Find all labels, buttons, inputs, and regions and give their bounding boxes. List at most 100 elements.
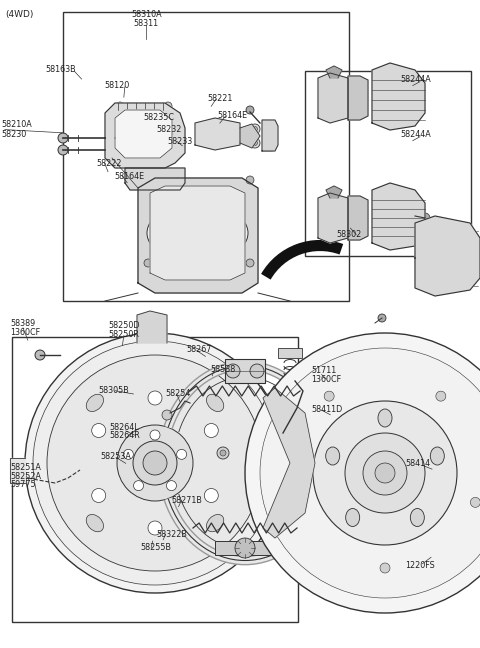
Ellipse shape bbox=[433, 242, 455, 270]
Bar bbox=[278, 348, 302, 358]
Bar bbox=[425, 232, 463, 280]
Text: 58414: 58414 bbox=[406, 459, 431, 468]
Polygon shape bbox=[137, 311, 167, 343]
Circle shape bbox=[162, 410, 172, 420]
Circle shape bbox=[274, 477, 286, 489]
Circle shape bbox=[35, 350, 45, 360]
Text: 58251A: 58251A bbox=[11, 463, 41, 472]
Text: 58538: 58538 bbox=[210, 365, 236, 374]
Bar bbox=[63, 12, 349, 301]
Text: 58305B: 58305B bbox=[98, 386, 129, 395]
Circle shape bbox=[33, 341, 277, 585]
Polygon shape bbox=[150, 186, 245, 280]
Text: 58230: 58230 bbox=[1, 130, 26, 139]
Text: 58264R: 58264R bbox=[109, 431, 140, 440]
Text: 58389: 58389 bbox=[11, 319, 36, 329]
Text: 58244A: 58244A bbox=[401, 75, 432, 84]
Text: 58253A: 58253A bbox=[101, 452, 132, 461]
Circle shape bbox=[260, 348, 480, 598]
Ellipse shape bbox=[86, 515, 104, 532]
Polygon shape bbox=[326, 186, 342, 198]
Text: 58264L: 58264L bbox=[109, 423, 139, 432]
Circle shape bbox=[147, 215, 183, 251]
Text: 58250R: 58250R bbox=[108, 330, 139, 339]
Text: 1360CF: 1360CF bbox=[11, 328, 41, 337]
Ellipse shape bbox=[326, 202, 338, 209]
Circle shape bbox=[148, 521, 162, 535]
Text: 58120: 58120 bbox=[105, 81, 130, 90]
Polygon shape bbox=[348, 76, 368, 120]
Polygon shape bbox=[262, 120, 278, 151]
Ellipse shape bbox=[206, 394, 224, 411]
Circle shape bbox=[380, 563, 390, 573]
Text: 58210A: 58210A bbox=[1, 120, 32, 129]
Polygon shape bbox=[115, 110, 172, 158]
Ellipse shape bbox=[326, 86, 338, 93]
Ellipse shape bbox=[326, 227, 338, 233]
Circle shape bbox=[436, 391, 446, 401]
Text: 58163B: 58163B bbox=[46, 65, 76, 74]
Circle shape bbox=[246, 176, 254, 184]
Circle shape bbox=[164, 102, 172, 110]
Circle shape bbox=[470, 498, 480, 507]
Polygon shape bbox=[372, 63, 425, 130]
Bar bbox=[305, 71, 471, 256]
Polygon shape bbox=[195, 118, 240, 150]
Circle shape bbox=[167, 481, 177, 491]
Text: 58267: 58267 bbox=[186, 345, 212, 354]
Polygon shape bbox=[318, 193, 348, 243]
Circle shape bbox=[211, 128, 225, 142]
Text: 59775: 59775 bbox=[11, 480, 36, 489]
Polygon shape bbox=[318, 73, 348, 123]
Ellipse shape bbox=[410, 509, 424, 526]
Circle shape bbox=[144, 176, 152, 184]
Polygon shape bbox=[240, 124, 260, 148]
Circle shape bbox=[143, 451, 167, 475]
Ellipse shape bbox=[430, 447, 444, 465]
Text: 58310A: 58310A bbox=[131, 10, 162, 19]
Circle shape bbox=[150, 430, 160, 440]
Circle shape bbox=[148, 391, 162, 405]
Text: 58311: 58311 bbox=[134, 19, 159, 29]
Polygon shape bbox=[348, 196, 368, 240]
Text: 58244A: 58244A bbox=[401, 130, 432, 139]
Text: 1220FS: 1220FS bbox=[406, 561, 435, 570]
Circle shape bbox=[47, 355, 263, 571]
Circle shape bbox=[133, 481, 144, 491]
Circle shape bbox=[117, 425, 193, 501]
Circle shape bbox=[58, 145, 68, 155]
Circle shape bbox=[313, 401, 457, 545]
Text: 58164E: 58164E bbox=[217, 111, 247, 120]
Circle shape bbox=[324, 391, 334, 401]
Polygon shape bbox=[372, 183, 425, 250]
Circle shape bbox=[144, 259, 152, 267]
Circle shape bbox=[220, 450, 226, 456]
Circle shape bbox=[250, 124, 260, 134]
Text: 58411D: 58411D bbox=[311, 405, 342, 414]
Circle shape bbox=[204, 424, 218, 437]
Text: 1360CF: 1360CF bbox=[311, 375, 341, 384]
Circle shape bbox=[289, 498, 300, 507]
Circle shape bbox=[250, 364, 264, 378]
Polygon shape bbox=[263, 388, 315, 538]
Polygon shape bbox=[105, 103, 185, 168]
Circle shape bbox=[277, 480, 283, 486]
Circle shape bbox=[212, 215, 248, 251]
Ellipse shape bbox=[326, 447, 340, 465]
Bar bbox=[12, 337, 298, 622]
Text: 58250D: 58250D bbox=[108, 321, 140, 330]
Circle shape bbox=[92, 424, 106, 437]
Circle shape bbox=[116, 102, 124, 110]
Text: 58322B: 58322B bbox=[156, 530, 187, 539]
Ellipse shape bbox=[346, 509, 360, 526]
Circle shape bbox=[157, 225, 173, 241]
Ellipse shape bbox=[326, 214, 338, 222]
Text: 58302: 58302 bbox=[336, 230, 361, 239]
Text: 58254: 58254 bbox=[166, 389, 191, 398]
Circle shape bbox=[133, 441, 177, 485]
Circle shape bbox=[420, 213, 430, 223]
Circle shape bbox=[250, 138, 260, 148]
Polygon shape bbox=[10, 458, 25, 483]
Text: 58235C: 58235C bbox=[143, 113, 174, 122]
Circle shape bbox=[226, 364, 240, 378]
